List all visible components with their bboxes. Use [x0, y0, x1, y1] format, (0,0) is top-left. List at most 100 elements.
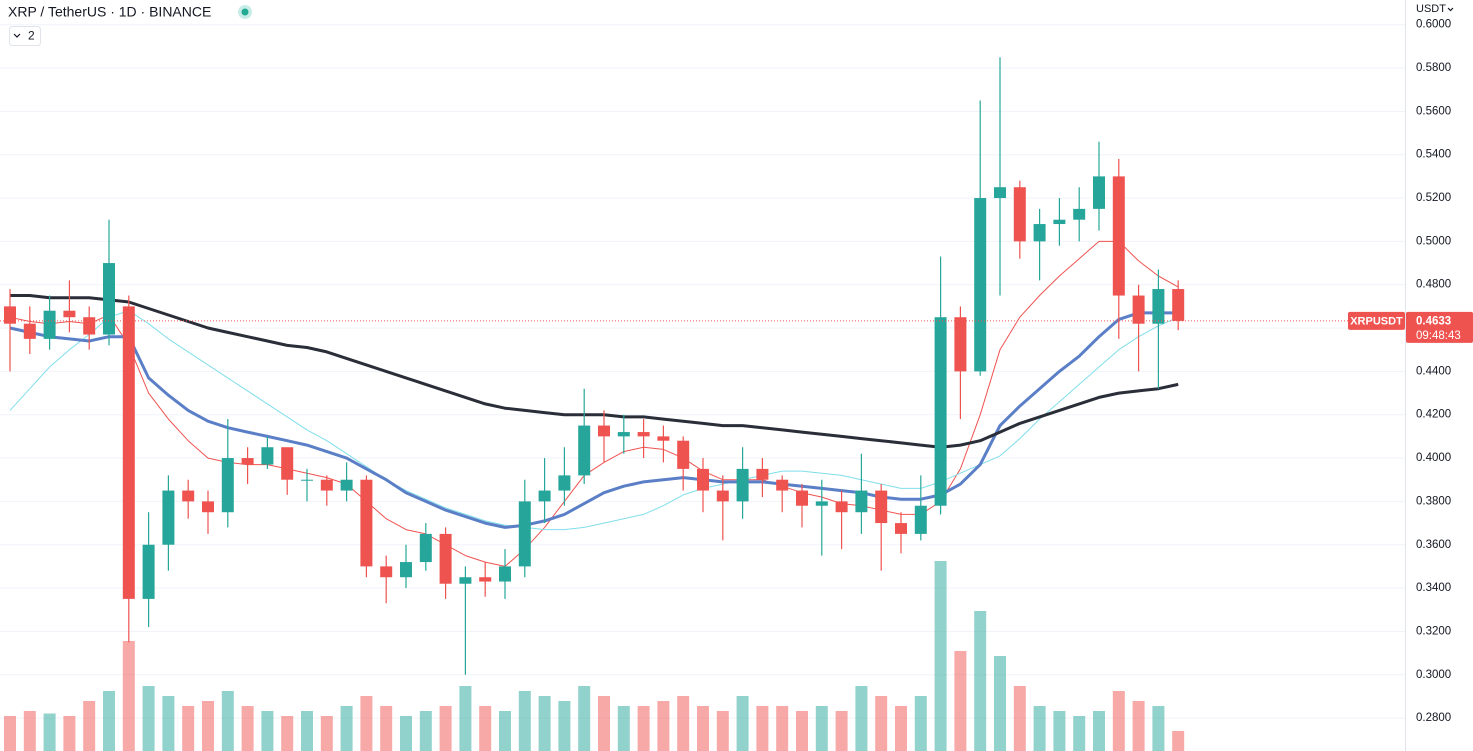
candle-body — [1053, 219, 1066, 225]
candle-body — [241, 458, 254, 465]
y-tick-label: 0.3800 — [1416, 495, 1451, 507]
y-tick-label: 0.5400 — [1416, 149, 1451, 161]
candle-body — [499, 566, 511, 582]
candle-body — [202, 501, 214, 513]
candle-body — [419, 533, 432, 563]
candle-body — [954, 317, 967, 372]
volume-bar — [974, 611, 987, 751]
volume-bar — [558, 701, 571, 751]
volume-bar — [518, 691, 531, 751]
volume-bar — [499, 711, 511, 751]
candle-body — [43, 310, 56, 339]
candle-body — [855, 490, 868, 513]
volume-bar — [1132, 701, 1145, 751]
candle-body — [796, 490, 808, 506]
candle-body — [122, 306, 135, 599]
y-tick-label: 0.5800 — [1416, 62, 1451, 74]
candle-body — [1013, 187, 1026, 242]
volume-bar — [459, 686, 472, 751]
symbol-title[interactable]: XRP / TetherUS · 1D · BINANCE — [8, 4, 211, 20]
moving-average-line — [9, 240, 1179, 567]
volume-bar — [301, 711, 313, 751]
candle-body — [281, 447, 294, 480]
volume-bar — [875, 696, 888, 751]
candle-body — [697, 468, 709, 491]
candle-body — [103, 263, 115, 335]
volume-bar — [657, 701, 670, 751]
volume-bar — [1073, 716, 1086, 751]
volume-bar — [241, 706, 254, 751]
y-tick-label: 0.5000 — [1416, 235, 1451, 247]
volume-bar — [1172, 731, 1185, 751]
volume-bar — [578, 686, 591, 751]
moving-average-line — [9, 310, 1179, 531]
volume-bar — [796, 711, 808, 751]
candle-body — [677, 440, 690, 469]
volume-bar — [1013, 686, 1026, 751]
price-tag — [1406, 311, 1473, 343]
volume-bar — [934, 561, 947, 751]
candle-body — [815, 501, 828, 506]
candle-body — [617, 432, 630, 437]
volume-bar — [142, 686, 155, 751]
candle-body — [261, 447, 274, 465]
y-tick-label: 0.3000 — [1416, 669, 1451, 681]
candle-body — [1073, 208, 1086, 220]
volume-bar — [439, 706, 452, 751]
indicator-count: 2 — [28, 29, 35, 43]
candle-body — [182, 490, 195, 502]
candle-body — [360, 479, 373, 567]
candle-body — [895, 523, 907, 534]
candle-body — [637, 432, 650, 437]
indicator-toggle[interactable] — [9, 26, 41, 46]
candle-body — [63, 310, 76, 318]
countdown: 09:48:43 — [1416, 330, 1461, 342]
y-tick-label: 0.4400 — [1416, 365, 1451, 377]
y-tick-label: 0.4200 — [1416, 409, 1451, 421]
candle-body — [23, 323, 36, 339]
candle-body — [479, 577, 492, 582]
volume-bar — [677, 696, 690, 751]
y-tick-label: 0.6000 — [1416, 19, 1451, 31]
candle-body — [538, 490, 551, 502]
volume-bar — [360, 696, 373, 751]
price-tag-value: 0.4633 — [1416, 315, 1451, 327]
volume-bar — [400, 716, 412, 751]
y-tick-label: 0.4000 — [1416, 452, 1451, 464]
volume-bar — [162, 696, 175, 751]
candle-body — [1132, 295, 1145, 324]
candle-body — [301, 479, 313, 481]
volume-bar — [380, 706, 393, 751]
y-tick-label: 0.5600 — [1416, 105, 1451, 117]
volume-bar — [320, 716, 333, 751]
chevron-icon — [13, 33, 21, 38]
candle-body — [934, 317, 947, 506]
volume-bar — [1033, 706, 1046, 751]
y-tick-label: 0.4800 — [1416, 279, 1451, 291]
price-axis — [1405, 0, 1473, 751]
candle-body — [914, 505, 927, 534]
candle-body — [835, 501, 848, 513]
volume-bar — [261, 711, 274, 751]
candle-body — [736, 468, 749, 502]
candle-body — [974, 198, 987, 372]
y-tick-label: 0.3600 — [1416, 539, 1451, 551]
volume-bar — [598, 696, 610, 751]
candle-body — [598, 425, 610, 437]
volume-bar — [1152, 706, 1165, 751]
volume-bar — [855, 686, 868, 751]
candle-body — [162, 490, 175, 545]
volume-bar — [103, 691, 115, 751]
volume-bar — [23, 711, 36, 751]
volume-bar — [776, 706, 789, 751]
volume-bar — [815, 706, 828, 751]
volume-bar — [1112, 691, 1125, 751]
volume-bar — [697, 706, 709, 751]
volume-bar — [835, 711, 848, 751]
candle-body — [4, 306, 16, 324]
symbol-tag — [1348, 311, 1405, 330]
candle-body — [657, 436, 670, 441]
y-tick-label: 0.3200 — [1416, 625, 1451, 637]
currency-button[interactable]: USDT — [1416, 3, 1446, 15]
